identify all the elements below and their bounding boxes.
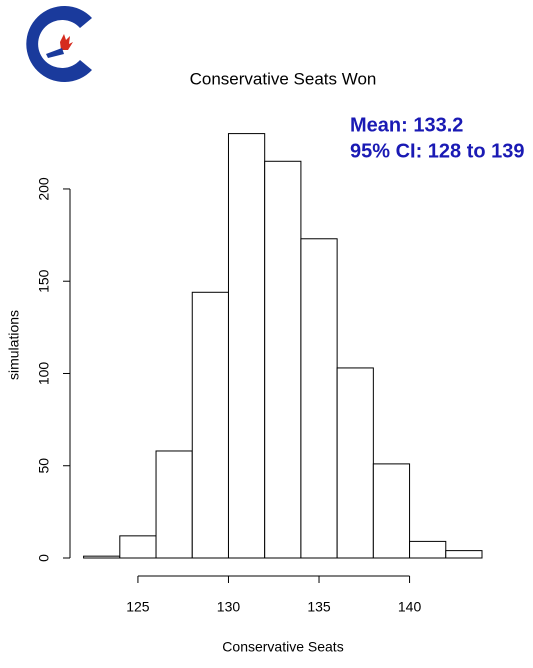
bar xyxy=(445,550,483,559)
bar xyxy=(191,291,229,559)
bar xyxy=(300,238,338,559)
y-tick-label: 50 xyxy=(36,458,52,474)
y-tick-label: 100 xyxy=(36,362,52,386)
x-tick-label: 125 xyxy=(126,599,150,615)
x-tick-label: 135 xyxy=(307,599,331,615)
chart-title: Conservative Seats Won xyxy=(190,69,377,88)
x-tick-label: 140 xyxy=(398,599,422,615)
annotation: Mean: 133.2 xyxy=(350,114,463,136)
y-tick-label: 200 xyxy=(36,177,52,201)
bar xyxy=(264,160,302,559)
bar xyxy=(83,555,121,559)
bar xyxy=(409,540,447,559)
bar xyxy=(227,133,266,559)
y-axis-label: simulations xyxy=(6,310,22,380)
y-tick-label: 150 xyxy=(36,269,52,293)
y-tick-label: 0 xyxy=(36,554,52,562)
bar xyxy=(372,463,411,559)
bar xyxy=(119,535,157,559)
party-logo xyxy=(26,5,92,82)
x-tick-label: 130 xyxy=(217,599,241,615)
annotation: 95% CI: 128 to 139 xyxy=(350,140,525,162)
bar xyxy=(155,450,193,559)
bar xyxy=(336,367,374,559)
x-axis-label: Conservative Seats xyxy=(222,639,343,655)
